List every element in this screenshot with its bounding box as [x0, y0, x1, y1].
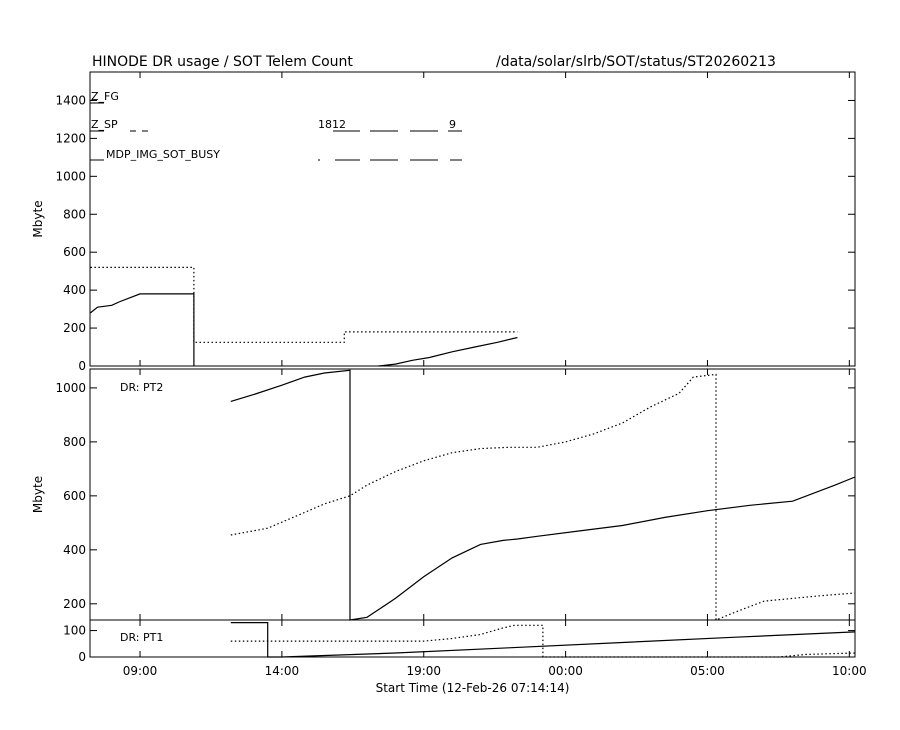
- panel-pt1: 0 100 DR: PT1: [63, 619, 856, 664]
- x-tick-label: 19:00: [406, 664, 441, 678]
- y-tick-label: 600: [63, 489, 86, 503]
- y-axis-label: Mbyte: [31, 476, 45, 513]
- x-tick-label: 00:00: [548, 664, 583, 678]
- series-line-2: [90, 266, 518, 343]
- x-tick-label: 09:00: [123, 664, 158, 678]
- plot-frame: [89, 71, 856, 367]
- label-count-9: 9: [449, 118, 456, 131]
- label-mdp-img-sot-busy: MDP_IMG_SOT_BUSY: [106, 148, 220, 161]
- label-z-sp: Z_SP: [91, 118, 118, 131]
- panel-pt2: 200 400 600 800 1000 Mbyte DR: PT2: [31, 368, 856, 621]
- series-line-2: [230, 373, 856, 621]
- plot-frame: [89, 619, 856, 658]
- y-tick-label: 100: [63, 624, 86, 638]
- y-tick-label: 1400: [55, 93, 86, 107]
- chart-title: HINODE DR usage / SOT Telem Count: [92, 54, 353, 70]
- panel-top: 0 200 400 600 800 1000 1200 1400 Mbyte Z_FG Z_SP MD…: [31, 71, 856, 373]
- x-tick-label: 05:00: [690, 664, 725, 678]
- series-line-3: [378, 336, 518, 367]
- y-tick-label: 0: [78, 359, 86, 373]
- x-tick-label: 10:00: [832, 664, 867, 678]
- y-tick-label: 1000: [55, 381, 86, 395]
- y-tick-label: 0: [78, 650, 86, 664]
- data-path: /data/solar/slrb/SOT/status/ST20260213: [496, 54, 776, 70]
- label-dr-pt1: DR: PT1: [120, 631, 163, 644]
- time-axis: 09:00 14:00 19:00 00:00 05:00 10:00 Start Time…: [123, 664, 867, 695]
- label-count-1812: 1812: [318, 118, 346, 131]
- y-tick-label: 1000: [55, 169, 86, 183]
- y-tick-label: 400: [63, 543, 86, 557]
- y-tick-label: 200: [63, 597, 86, 611]
- series-line-1: [230, 621, 856, 658]
- y-tick-label: 400: [63, 283, 86, 297]
- y-tick-label: 1200: [55, 131, 86, 145]
- y-tick-label: 600: [63, 245, 86, 259]
- plot-frame: [89, 368, 856, 621]
- series-line-1: [230, 369, 856, 621]
- y-tick-label: 800: [63, 435, 86, 449]
- x-tick-label: 14:00: [265, 664, 300, 678]
- series-line-1: [90, 293, 195, 366]
- label-dr-pt2: DR: PT2: [120, 381, 163, 394]
- y-axis-label: Mbyte: [31, 200, 45, 237]
- y-tick-label: 800: [63, 207, 86, 221]
- series-line-2: [230, 624, 856, 658]
- label-z-fg: Z_FG: [91, 90, 119, 103]
- x-axis-label: Start Time (12-Feb-26 07:14:14): [376, 681, 570, 695]
- y-tick-label: 200: [63, 321, 86, 335]
